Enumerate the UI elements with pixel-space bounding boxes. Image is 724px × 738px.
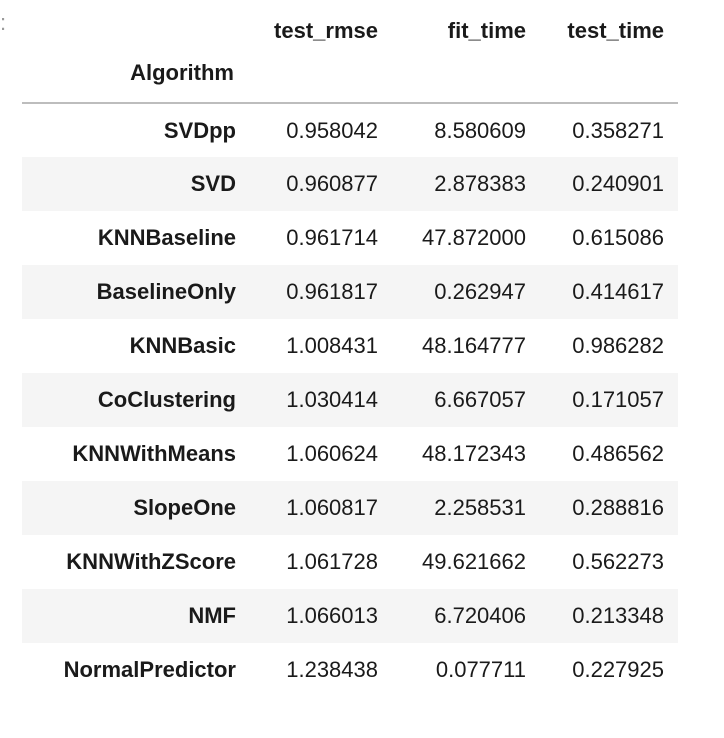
table-row: KNNBaseline 0.961714 47.872000 0.615086 [22,211,678,265]
cell-fit-time: 6.667057 [434,387,526,412]
cell-test-rmse: 1.060624 [286,441,378,466]
row-index-label: CoClustering [97,387,236,412]
cell-test-time: 0.358271 [572,117,664,143]
cell-test-time: 0.171057 [572,387,664,412]
table-row: KNNWithMeans 1.060624 48.172343 0.486562 [22,427,678,481]
index-name-blank-cell [392,44,540,103]
column-header-test-rmse: test_rmse [274,18,378,43]
index-name-header: Algorithm [130,60,234,85]
column-header-row: test_rmse fit_time test_time [22,0,678,44]
index-name-blank-cell [540,44,678,103]
cell-test-time: 0.615086 [572,225,664,250]
cell-test-rmse: 1.061728 [286,549,378,574]
cell-test-rmse: 1.238438 [286,657,378,682]
row-index-label: BaselineOnly [96,279,236,304]
cell-test-rmse: 0.961817 [286,279,378,304]
cell-fit-time: 0.077711 [435,657,526,682]
table-row: BaselineOnly 0.961817 0.262947 0.414617 [22,265,678,319]
cell-fit-time: 49.621662 [422,549,526,574]
cell-fit-time: 2.258531 [434,495,526,520]
cell-test-rmse: 0.961714 [286,225,378,250]
cell-test-rmse: 1.060817 [286,495,378,520]
cell-fit-time: 2.878383 [434,171,526,196]
cell-test-rmse: 1.008431 [286,333,378,358]
cell-test-time: 0.240901 [572,171,664,196]
column-header-fit-time: fit_time [447,18,526,43]
row-index-label: KNNBasic [129,333,236,358]
table-row: SlopeOne 1.060817 2.258531 0.288816 [22,481,678,535]
cell-test-time: 0.486562 [572,441,664,466]
row-index-label: KNNWithMeans [72,441,236,466]
dataframe-output: test_rmse fit_time test_time Algorithm S… [22,0,678,697]
table-row: NormalPredictor 1.238438 0.077711 0.227925 [22,643,678,697]
table-row: CoClustering 1.030414 6.667057 0.171057 [22,373,678,427]
cell-test-time: 0.562273 [572,549,664,574]
row-index-label: SVD [190,171,236,196]
index-name-blank-cell [248,44,392,103]
cell-test-rmse: 0.960877 [286,171,378,196]
table-row: NMF 1.066013 6.720406 0.213348 [22,589,678,643]
cell-test-rmse: 0.958042 [286,117,378,143]
output-gutter-marker: : [0,10,7,35]
cell-fit-time: 0.262947 [434,279,526,304]
results-table: test_rmse fit_time test_time Algorithm S… [22,0,678,697]
cell-test-rmse: 1.066013 [286,603,378,628]
table-body: SVDpp 0.958042 8.580609 0.358271 SVD 0.960877… [22,103,678,697]
cell-test-time: 0.414617 [572,279,664,304]
row-index-label: KNNBaseline [97,225,236,250]
cell-test-time: 0.288816 [572,495,664,520]
cell-test-time: 0.227925 [572,657,664,682]
column-header-test-time: test_time [567,18,664,43]
cell-test-time: 0.213348 [572,603,664,628]
cell-fit-time: 48.172343 [422,441,526,466]
cell-fit-time: 6.720406 [434,603,526,628]
table-row: SVDpp 0.958042 8.580609 0.358271 [22,103,678,157]
cell-fit-time: 8.580609 [434,117,526,143]
cell-fit-time: 47.872000 [422,225,526,250]
table-row: KNNBasic 1.008431 48.164777 0.986282 [22,319,678,373]
row-index-label: KNNWithZScore [66,549,236,574]
row-index-label: SlopeOne [133,495,236,520]
cell-test-time: 0.986282 [572,333,664,358]
index-name-row: Algorithm [22,44,678,103]
row-index-label: NMF [188,603,236,628]
cell-test-rmse: 1.030414 [286,387,378,412]
row-index-label: NormalPredictor [63,657,236,682]
cell-fit-time: 48.164777 [422,333,526,358]
corner-blank-cell [22,0,248,44]
table-row: KNNWithZScore 1.061728 49.621662 0.562273 [22,535,678,589]
row-index-label: SVDpp [163,117,236,143]
table-row: SVD 0.960877 2.878383 0.240901 [22,157,678,211]
